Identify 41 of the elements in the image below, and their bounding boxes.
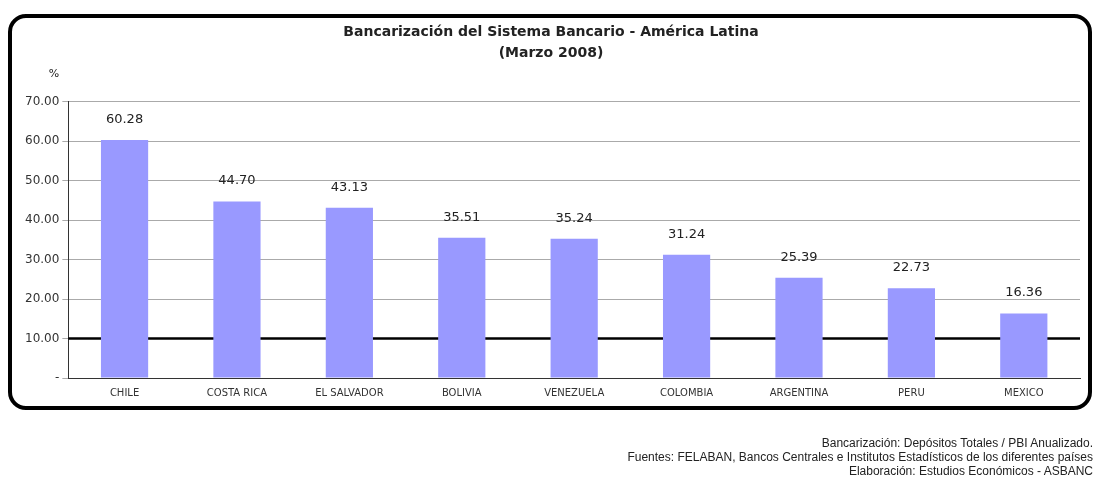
chart-title: Bancarización del Sistema Bancario - América Latina [343,23,759,40]
data-label: 25.39 [780,248,818,264]
bar [1000,313,1048,378]
bar [887,288,935,378]
bar [100,139,149,378]
y-tick-label: 30.00 [24,251,60,266]
data-label: 31.24 [667,225,706,241]
bar [550,238,598,378]
x-tick-label: VENEZUELA [544,386,605,398]
bar [213,201,261,378]
x-tick-label: COSTA RICA [206,386,268,398]
chart-subtitle: (Marzo 2008) [498,43,604,60]
data-label: 35.24 [555,209,593,225]
y-tick-label: 50.00 [24,172,60,187]
x-tick-label: MEXICO [1003,386,1044,398]
x-tick-label: COLOMBIA [659,386,714,398]
data-label: 44.70 [218,172,256,188]
x-tick-label: EL SALVADOR [315,386,384,398]
y-tick-label: 40.00 [24,212,60,227]
text: Bancarización: Depósitos Totales / PBI Anualizado. [820,436,1093,450]
bar [662,254,711,378]
source-note: Fuentes: FELABAN, Bancos Centrales e Institutos Estadísticos de los diferentes países [627,450,1093,464]
y-tick-label: - [55,370,60,385]
x-tick-label: CHILE [109,386,140,398]
data-label: 22.73 [892,259,930,275]
y-tick-label: 10.00 [24,330,60,345]
y-tick-label: 60.00 [24,133,60,148]
data-label: 60.28 [105,110,144,126]
bar [438,237,486,378]
data-label: 35.51 [443,208,481,224]
x-tick-label: ARGENTINA [769,386,829,398]
y-tick-label: 70.00 [24,93,60,108]
data-label: 16.36 [1005,284,1043,300]
x-tick-label: BOLIVIA [441,386,482,398]
data-label: 43.13 [330,178,368,194]
x-tick-label: PERU [898,386,925,398]
bar [775,277,823,378]
text: Elaboración: Estudios Económicos - ASBANC [847,464,1093,478]
bar [325,207,373,378]
y-axis-title: % [48,66,60,80]
y-tick-label: 20.00 [24,291,60,306]
